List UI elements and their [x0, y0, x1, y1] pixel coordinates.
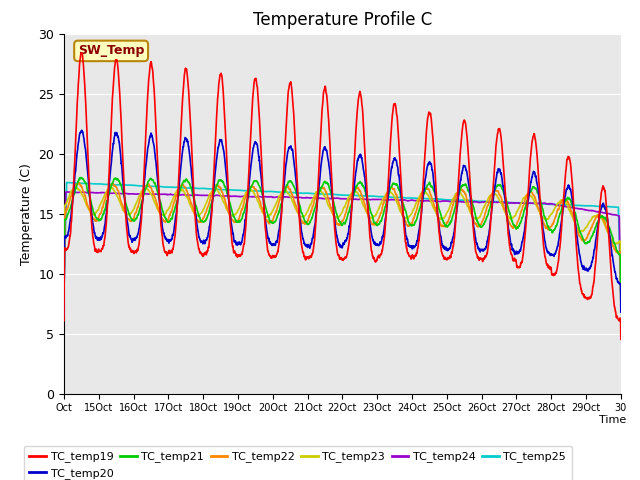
TC_temp20 [463, 170, 471, 176]
TC_temp23 [72, 184, 80, 190]
TC_temp24 [499, 200, 506, 205]
TC_temp22 [60, 302, 68, 308]
TC_temp24 [174, 192, 182, 198]
Line: TC_temp22: TC_temp22 [64, 183, 621, 305]
TC_temp20 [611, 268, 618, 274]
Line: TC_temp23: TC_temp23 [64, 187, 621, 300]
TC_temp23 [611, 240, 618, 246]
TC_temp25 [63, 180, 71, 185]
TC_temp22 [76, 180, 83, 186]
Title: Temperature Profile C: Temperature Profile C [253, 11, 432, 29]
TC_temp23 [617, 295, 625, 301]
TC_temp20 [532, 174, 540, 180]
TC_temp23 [532, 201, 540, 207]
TC_temp24 [617, 293, 625, 299]
TC_temp20 [617, 310, 625, 315]
TC_temp19 [617, 336, 625, 342]
TC_temp24 [611, 212, 618, 218]
TC_temp25 [532, 201, 540, 206]
TC_temp25 [414, 195, 422, 201]
TC_temp19 [174, 184, 182, 190]
TC_temp19 [532, 140, 540, 146]
TC_temp19 [611, 304, 618, 310]
TC_temp22 [611, 247, 618, 252]
TC_temp23 [60, 297, 68, 303]
Line: TC_temp20: TC_temp20 [64, 130, 621, 316]
TC_temp25 [174, 184, 182, 190]
TC_temp24 [63, 189, 71, 195]
TC_temp19 [414, 245, 422, 251]
TC_temp20 [499, 179, 506, 185]
TC_temp21 [532, 186, 540, 192]
TC_temp23 [174, 187, 182, 192]
TC_temp21 [174, 194, 182, 200]
TC_temp20 [414, 235, 422, 241]
Line: TC_temp25: TC_temp25 [64, 182, 621, 294]
TC_temp22 [174, 187, 182, 193]
TC_temp21 [60, 304, 68, 310]
TC_temp23 [463, 202, 471, 208]
TC_temp25 [463, 197, 471, 203]
TC_temp23 [499, 203, 506, 209]
Text: SW_Temp: SW_Temp [78, 44, 144, 58]
TC_temp20 [174, 192, 182, 197]
Line: TC_temp24: TC_temp24 [64, 192, 621, 296]
TC_temp20 [78, 127, 86, 133]
TC_temp24 [60, 290, 68, 296]
TC_temp25 [617, 291, 625, 297]
TC_temp22 [414, 202, 422, 208]
TC_temp21 [499, 187, 506, 192]
TC_temp23 [414, 197, 422, 203]
Line: TC_temp19: TC_temp19 [64, 53, 621, 339]
TC_temp22 [532, 198, 540, 204]
TC_temp25 [60, 285, 68, 291]
TC_temp24 [414, 197, 422, 203]
Y-axis label: Temperature (C): Temperature (C) [20, 163, 33, 264]
TC_temp22 [617, 296, 625, 302]
TC_temp21 [611, 241, 618, 247]
TC_temp25 [611, 204, 618, 210]
TC_temp19 [60, 318, 68, 324]
TC_temp21 [617, 298, 625, 304]
TC_temp21 [414, 212, 422, 217]
TC_temp24 [532, 201, 540, 207]
Text: Time: Time [599, 415, 627, 425]
Legend: TC_temp19, TC_temp20, TC_temp21, TC_temp22, TC_temp23, TC_temp24, TC_temp25: TC_temp19, TC_temp20, TC_temp21, TC_temp… [24, 446, 572, 480]
TC_temp25 [499, 199, 506, 205]
TC_temp21 [77, 175, 84, 180]
TC_temp22 [463, 197, 471, 203]
TC_temp19 [463, 133, 471, 139]
TC_temp21 [463, 184, 471, 190]
TC_temp19 [77, 50, 85, 56]
TC_temp19 [499, 150, 506, 156]
Line: TC_temp21: TC_temp21 [64, 178, 621, 307]
TC_temp24 [463, 199, 471, 205]
TC_temp20 [60, 313, 68, 319]
TC_temp22 [499, 199, 506, 205]
